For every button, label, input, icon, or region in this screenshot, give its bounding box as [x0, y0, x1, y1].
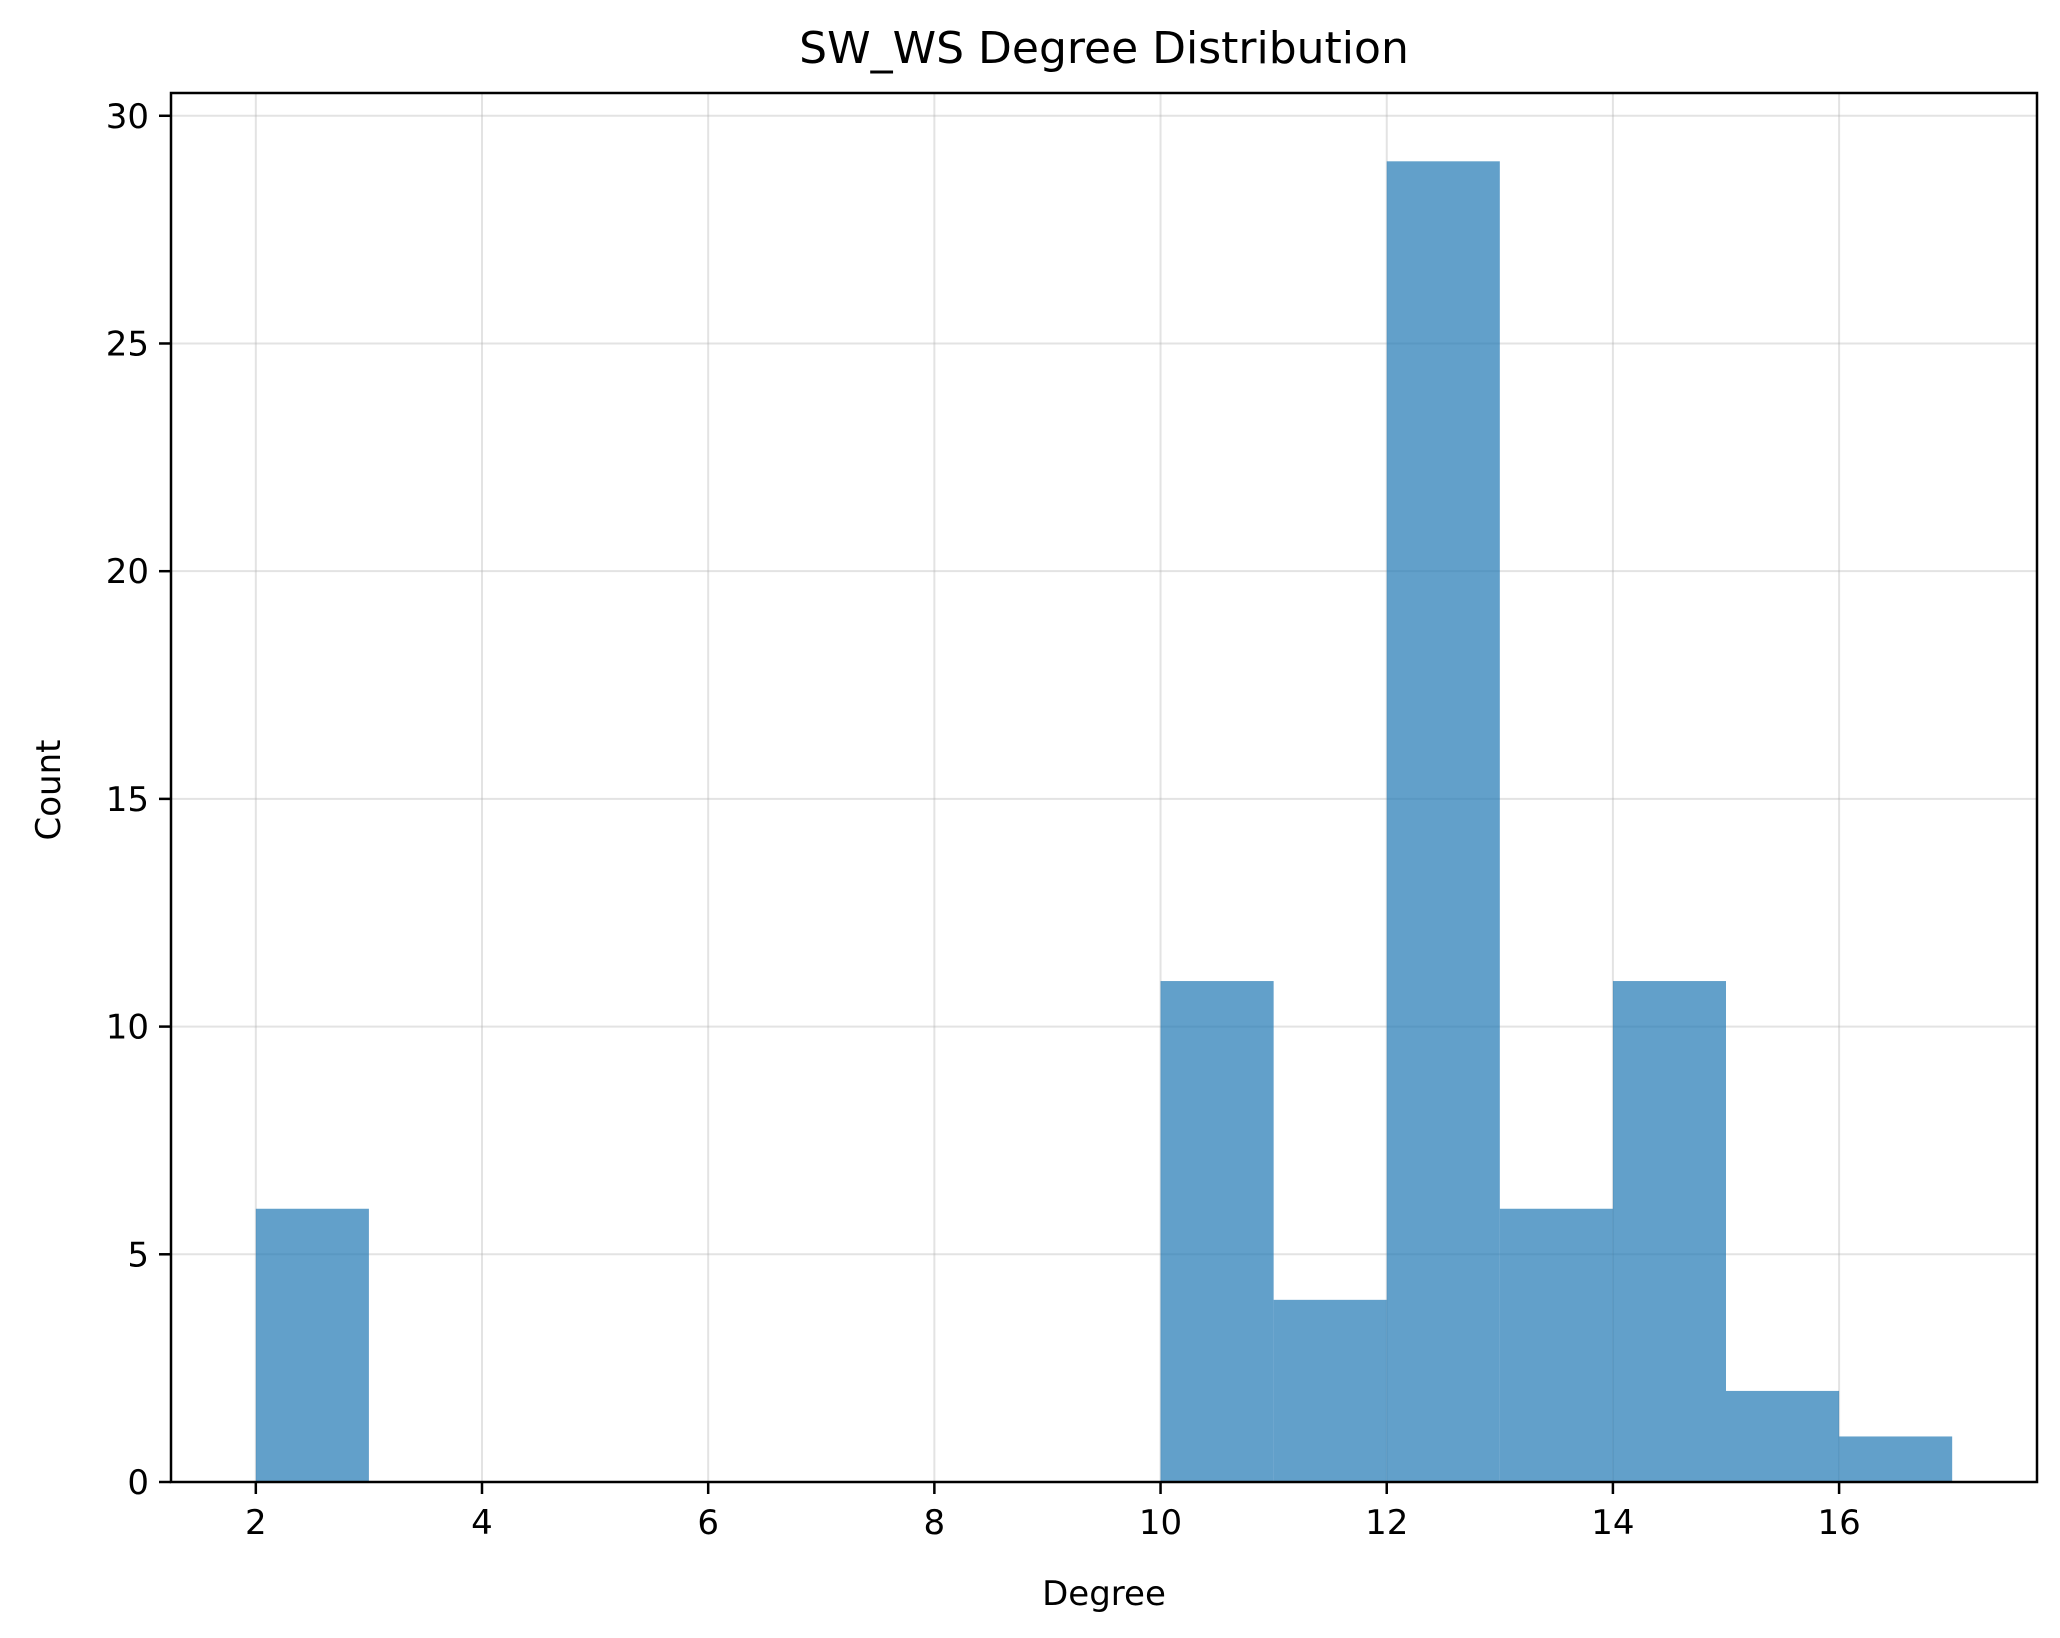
y-tick-label: 15	[106, 780, 149, 820]
y-tick-label: 20	[106, 552, 149, 592]
y-tick-label: 5	[127, 1235, 149, 1275]
x-tick-label: 2	[245, 1503, 267, 1543]
x-tick-label: 10	[1139, 1503, 1182, 1543]
histogram-bar	[1273, 1299, 1387, 1482]
histogram-bar	[1386, 161, 1500, 1482]
plot-frame	[169, 91, 2039, 1484]
histogram-bar	[1726, 1390, 1840, 1482]
x-tick-label: 12	[1365, 1503, 1408, 1543]
histogram-bar	[1499, 1208, 1613, 1482]
y-tick-label: 25	[106, 324, 149, 364]
histogram-bar	[1839, 1436, 1953, 1482]
y-tick-label: 10	[106, 1008, 149, 1048]
y-tick-label: 0	[127, 1463, 149, 1503]
x-tick-label: 4	[471, 1503, 493, 1543]
x-tick-label: 14	[1591, 1503, 1634, 1543]
bars	[255, 161, 1953, 1482]
y-axis-label: Count	[29, 740, 69, 841]
x-axis-label: Degree	[1042, 1574, 1166, 1614]
histogram-bar	[1612, 981, 1726, 1482]
grid-lines	[171, 93, 2037, 1483]
x-tick-label: 6	[697, 1503, 719, 1543]
x-tick-label: 16	[1817, 1503, 1860, 1543]
x-tick-label: 8	[924, 1503, 946, 1543]
histogram-bar	[1160, 981, 1274, 1482]
x-axis-ticks: 2 4 6 8 10 12 14 16	[245, 1482, 1861, 1543]
histogram-bar	[255, 1208, 369, 1482]
chart-title: SW_WS Degree Distribution	[799, 23, 1409, 74]
y-tick-label: 30	[106, 97, 149, 137]
y-axis-ticks: 0 5 10 15 20 25 30	[106, 97, 171, 1503]
